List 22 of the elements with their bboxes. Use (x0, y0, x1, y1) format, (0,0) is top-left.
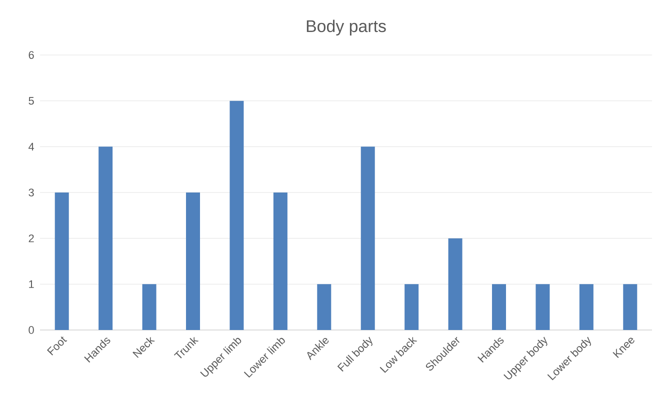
bar (98, 146, 113, 330)
bar (360, 146, 375, 330)
y-tick-label: 1 (29, 280, 34, 288)
bar (317, 284, 332, 330)
bar (142, 284, 156, 330)
y-tick-label: 3 (28, 188, 34, 196)
y-tick-label: 6 (28, 51, 34, 59)
bar (623, 284, 638, 330)
bar (230, 100, 244, 330)
y-tick-label: 5 (28, 97, 34, 105)
bar (579, 284, 594, 330)
bar (404, 284, 419, 330)
bar (186, 192, 200, 330)
bar (273, 192, 288, 330)
chart-title: Body parts (306, 20, 386, 36)
bar (536, 284, 550, 330)
bar (448, 238, 462, 330)
y-tick-label: 4 (28, 142, 34, 150)
y-tick-label: 2 (28, 234, 34, 242)
y-tick-label: 0 (28, 326, 34, 334)
bar (54, 192, 69, 330)
bar (492, 284, 506, 330)
